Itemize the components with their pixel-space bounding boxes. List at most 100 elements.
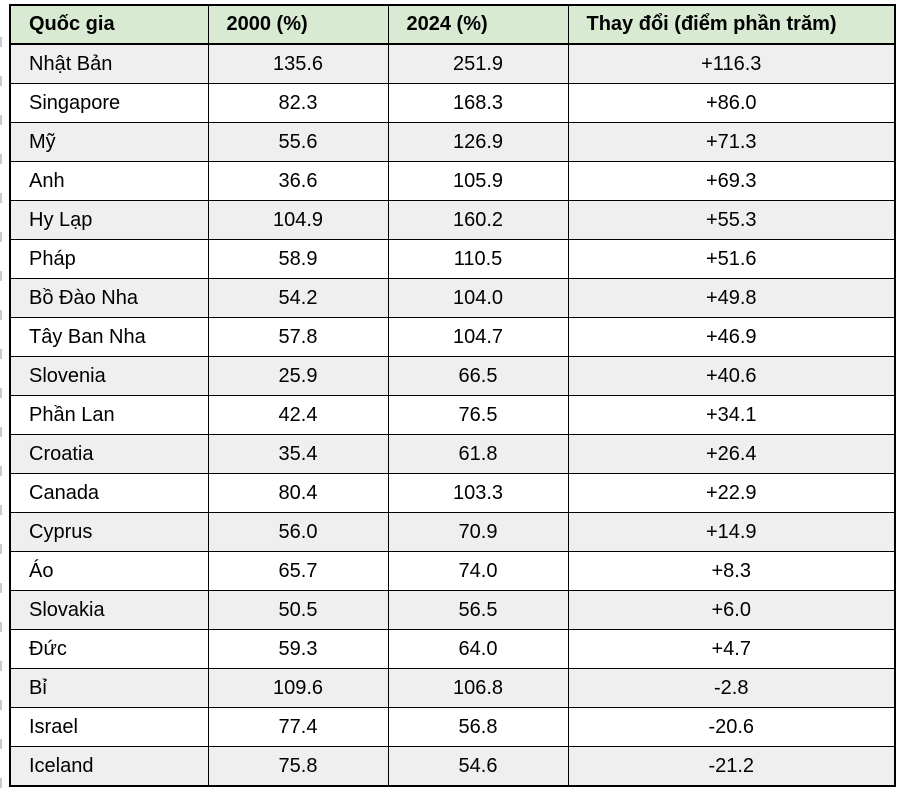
cell-2024[interactable]: 104.7 (387, 317, 569, 357)
cell-change[interactable]: +51.6 (567, 239, 896, 279)
cell-country[interactable]: Bồ Đào Nha (9, 278, 209, 318)
cell-2000[interactable]: 80.4 (207, 473, 389, 513)
cell-country[interactable]: Bỉ (9, 668, 209, 708)
header-2024[interactable]: 2024 (%) (387, 4, 569, 45)
cell-country[interactable]: Phần Lan (9, 395, 209, 435)
cell-2024[interactable]: 168.3 (387, 83, 569, 123)
cell-2000[interactable]: 82.3 (207, 83, 389, 123)
gridline-tick (0, 583, 2, 593)
cell-2000[interactable]: 42.4 (207, 395, 389, 435)
cell-country[interactable]: Iceland (9, 746, 209, 787)
cell-2000[interactable]: 104.9 (207, 200, 389, 240)
cell-country[interactable]: Israel (9, 707, 209, 747)
cell-2024[interactable]: 104.0 (387, 278, 569, 318)
gridline-tick (0, 700, 2, 710)
cell-2024[interactable]: 70.9 (387, 512, 569, 552)
cell-change[interactable]: +49.8 (567, 278, 896, 318)
gridline-tick (0, 232, 2, 242)
cell-change[interactable]: +86.0 (567, 83, 896, 123)
cell-2000[interactable]: 75.8 (207, 746, 389, 787)
cell-change[interactable]: +6.0 (567, 590, 896, 630)
cell-2024[interactable]: 64.0 (387, 629, 569, 669)
cell-2000[interactable]: 59.3 (207, 629, 389, 669)
cell-2000[interactable]: 58.9 (207, 239, 389, 279)
cell-2000[interactable]: 109.6 (207, 668, 389, 708)
cell-country[interactable]: Tây Ban Nha (9, 317, 209, 357)
cell-country[interactable]: Áo (9, 551, 209, 591)
cell-2000[interactable]: 65.7 (207, 551, 389, 591)
cell-2024[interactable]: 54.6 (387, 746, 569, 787)
cell-change[interactable]: +116.3 (567, 43, 896, 84)
gridline-tick (0, 349, 2, 359)
cell-2024[interactable]: 74.0 (387, 551, 569, 591)
table-row: Anh 36.6 105.9 +69.3 (9, 161, 896, 201)
cell-country[interactable]: Slovakia (9, 590, 209, 630)
cell-country[interactable]: Anh (9, 161, 209, 201)
cell-change[interactable]: +55.3 (567, 200, 896, 240)
cell-change[interactable]: +26.4 (567, 434, 896, 474)
cell-change[interactable]: -2.8 (567, 668, 896, 708)
table-row: Singapore 82.3 168.3 +86.0 (9, 83, 896, 123)
cell-2024[interactable]: 105.9 (387, 161, 569, 201)
cell-change[interactable]: +40.6 (567, 356, 896, 396)
table-row: Cyprus 56.0 70.9 +14.9 (9, 512, 896, 552)
cell-2024[interactable]: 56.5 (387, 590, 569, 630)
cell-2000[interactable]: 25.9 (207, 356, 389, 396)
cell-2024[interactable]: 56.8 (387, 707, 569, 747)
table-row: Bỉ 109.6 106.8 -2.8 (9, 668, 896, 708)
cell-change[interactable]: +4.7 (567, 629, 896, 669)
cell-2024[interactable]: 251.9 (387, 43, 569, 84)
cell-2024[interactable]: 76.5 (387, 395, 569, 435)
cell-country[interactable]: Nhật Bản (9, 43, 209, 84)
table-row: Áo 65.7 74.0 +8.3 (9, 551, 896, 591)
cell-country[interactable]: Đức (9, 629, 209, 669)
cell-country[interactable]: Mỹ (9, 122, 209, 162)
cell-2024[interactable]: 66.5 (387, 356, 569, 396)
gridline-tick (0, 427, 2, 437)
header-2000[interactable]: 2000 (%) (207, 4, 389, 45)
cell-country[interactable]: Cyprus (9, 512, 209, 552)
cell-2000[interactable]: 50.5 (207, 590, 389, 630)
cell-country[interactable]: Singapore (9, 83, 209, 123)
gridline-tick (0, 271, 2, 281)
cell-2024[interactable]: 160.2 (387, 200, 569, 240)
cell-change[interactable]: +22.9 (567, 473, 896, 513)
gridline-tick (0, 388, 2, 398)
cell-change[interactable]: +46.9 (567, 317, 896, 357)
cell-change[interactable]: +34.1 (567, 395, 896, 435)
table-row: Mỹ 55.6 126.9 +71.3 (9, 122, 896, 162)
cell-country[interactable]: Slovenia (9, 356, 209, 396)
cell-change[interactable]: -21.2 (567, 746, 896, 787)
table-row: Croatia 35.4 61.8 +26.4 (9, 434, 896, 474)
header-country[interactable]: Quốc gia (9, 4, 209, 45)
cell-2000[interactable]: 56.0 (207, 512, 389, 552)
cell-2000[interactable]: 36.6 (207, 161, 389, 201)
cell-2000[interactable]: 35.4 (207, 434, 389, 474)
gridline-tick (0, 154, 2, 164)
cell-change[interactable]: +69.3 (567, 161, 896, 201)
cell-2000[interactable]: 55.6 (207, 122, 389, 162)
cell-2000[interactable]: 77.4 (207, 707, 389, 747)
cell-change[interactable]: +14.9 (567, 512, 896, 552)
header-change[interactable]: Thay đổi (điểm phần trăm) (567, 4, 896, 45)
gridline-tick (0, 622, 2, 632)
cell-2024[interactable]: 61.8 (387, 434, 569, 474)
cell-2000[interactable]: 57.8 (207, 317, 389, 357)
cell-change[interactable]: +8.3 (567, 551, 896, 591)
cell-2000[interactable]: 54.2 (207, 278, 389, 318)
countries-debt-table: Quốc gia 2000 (%) 2024 (%) Thay đổi (điể… (9, 4, 896, 787)
cell-change[interactable]: -20.6 (567, 707, 896, 747)
cell-country[interactable]: Canada (9, 473, 209, 513)
gridline-tick (0, 505, 2, 515)
cell-2024[interactable]: 103.3 (387, 473, 569, 513)
cell-country[interactable]: Hy Lạp (9, 200, 209, 240)
gridline-tick (0, 310, 2, 320)
countries-debt-table-container: Quốc gia 2000 (%) 2024 (%) Thay đổi (điể… (9, 4, 896, 787)
cell-2024[interactable]: 126.9 (387, 122, 569, 162)
cell-2000[interactable]: 135.6 (207, 43, 389, 84)
cell-2024[interactable]: 106.8 (387, 668, 569, 708)
cell-country[interactable]: Pháp (9, 239, 209, 279)
cell-change[interactable]: +71.3 (567, 122, 896, 162)
cell-2024[interactable]: 110.5 (387, 239, 569, 279)
cell-country[interactable]: Croatia (9, 434, 209, 474)
